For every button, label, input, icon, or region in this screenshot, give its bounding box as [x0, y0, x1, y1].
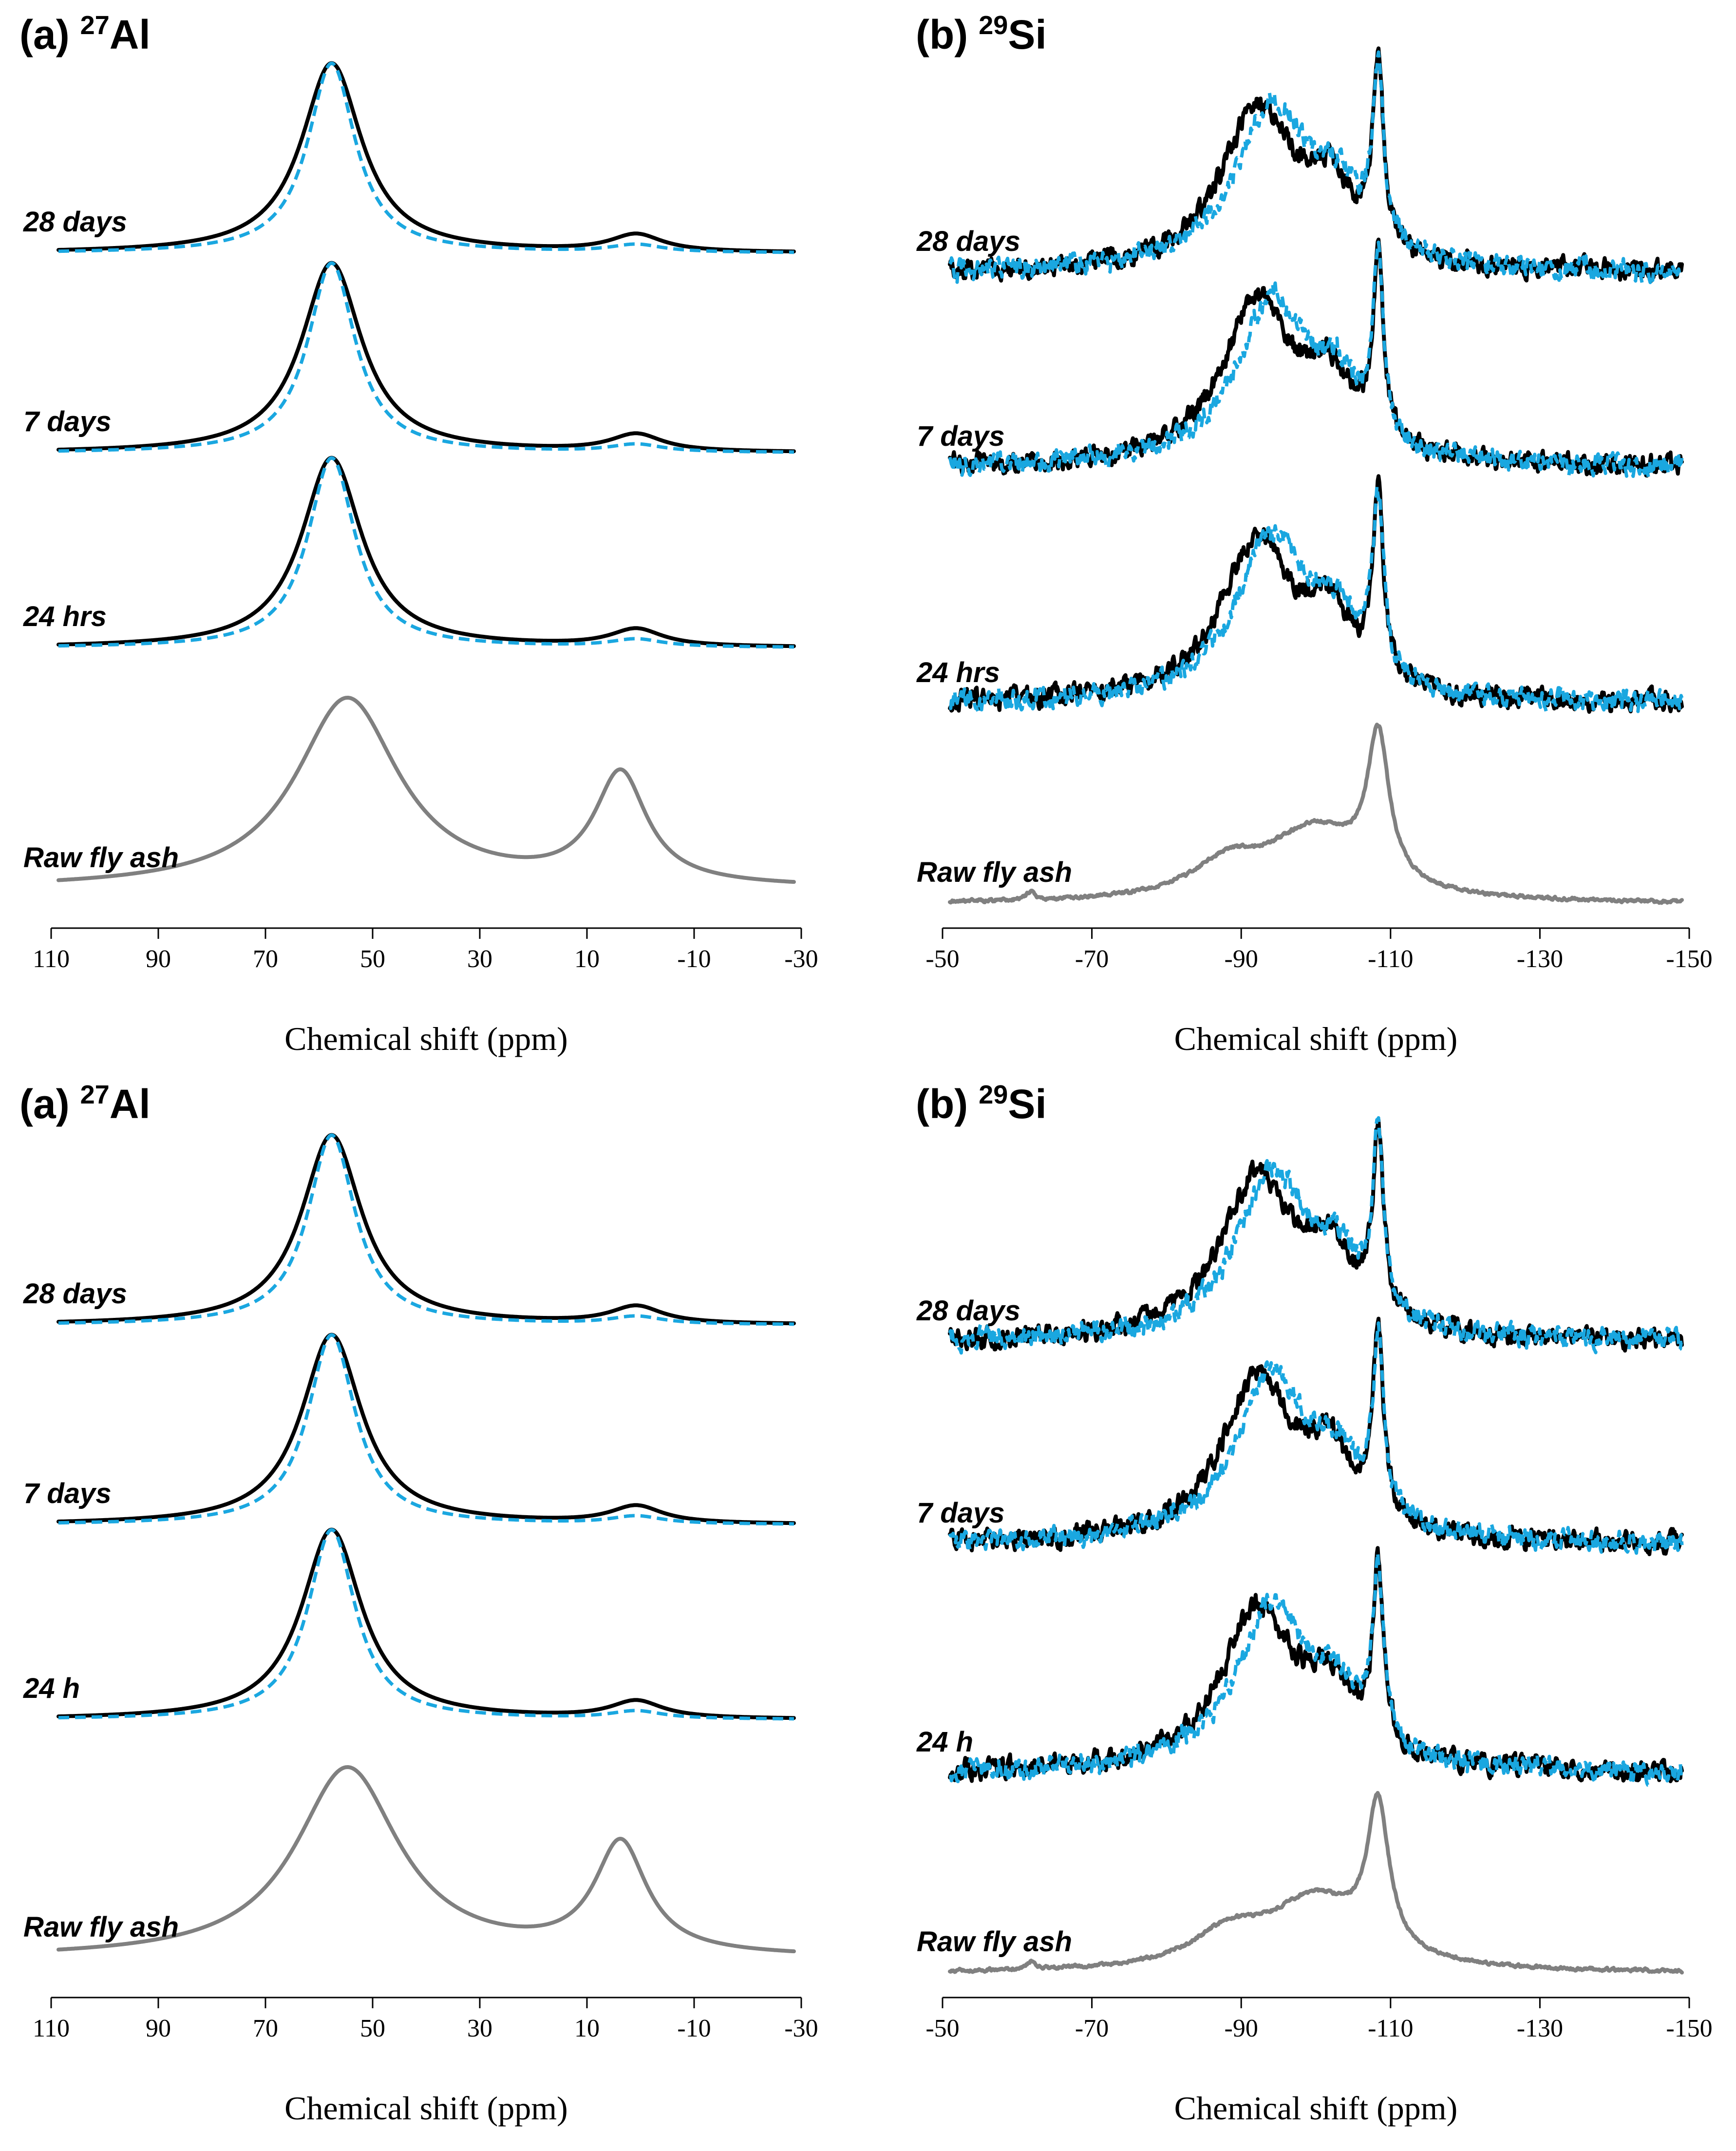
trace-label: Raw fly ash: [917, 1926, 1072, 1958]
trace-label: 7 days: [917, 420, 1005, 452]
trace-label: 28 days: [916, 226, 1020, 257]
panel-title: (b) 29Si: [916, 1080, 1047, 1127]
x-tick-label: -50: [925, 2015, 959, 2042]
x-tick-label: -50: [925, 945, 959, 973]
series-line-28-days-reference: [948, 1116, 1683, 1355]
trace-label: 7 days: [917, 1497, 1005, 1529]
x-tick-label: -110: [1368, 945, 1413, 973]
panel-title: (b) 29Si: [916, 11, 1047, 57]
x-tick-label: -90: [1225, 2015, 1258, 2042]
nucleus-symbol: Al: [110, 12, 151, 57]
panel-label: (b): [916, 12, 968, 57]
x-tick-label: 10: [574, 945, 600, 973]
trace-label: 28 days: [23, 206, 127, 238]
x-tick-label: -70: [1075, 945, 1109, 973]
series-line-24-h-reference: [948, 1551, 1684, 1787]
x-tick-label: 50: [360, 945, 385, 973]
x-tick-label: 10: [574, 2015, 600, 2042]
x-tick-label: -90: [1225, 945, 1258, 973]
x-axis-title: Chemical shift (ppm): [284, 1020, 568, 1057]
x-tick-label: -150: [1666, 2015, 1712, 2042]
nucleus-symbol: Si: [1008, 12, 1046, 57]
series-line-24-h-reference: [57, 1528, 795, 1721]
x-tick-label: -30: [784, 2015, 818, 2042]
nucleus-mass: 29: [979, 11, 1008, 40]
x-tick-label: 90: [146, 2015, 171, 2042]
series-line-28-days-measured: [57, 1133, 796, 1326]
x-tick-label: 70: [253, 2015, 278, 2042]
x-tick-label: -10: [677, 2015, 711, 2042]
nucleus-mass: 27: [80, 1080, 110, 1109]
series-line-28-days-reference: [57, 61, 795, 254]
x-tick-label: -130: [1517, 945, 1563, 973]
trace-label: 24 hrs: [23, 601, 107, 632]
trace-label: 24 h: [916, 1726, 973, 1758]
chart-panel-al-bottom: (a) 27Al 28 days 7 days 24 h Raw fly ash 110 90…: [19, 1080, 818, 2127]
nucleus-mass: 29: [979, 1080, 1008, 1109]
x-tick-label: 110: [33, 2015, 70, 2042]
x-tick-label: -150: [1666, 945, 1712, 973]
series-line-7-days-reference: [948, 1321, 1684, 1555]
series-line-24-hrs-measured: [948, 474, 1684, 714]
chart-panel-si-top: (b) 29Si 28 days 7 days 24 hrs Raw fly ash -50…: [916, 11, 1713, 1057]
series-line-24-hrs-reference: [57, 456, 795, 649]
x-axis-title: Chemical shift (ppm): [1174, 1020, 1458, 1057]
series-line-raw-fly-ash: [948, 1791, 1684, 1975]
x-tick-label: 30: [467, 945, 492, 973]
x-tick-label: -70: [1075, 2015, 1109, 2042]
series-line-raw-fly-ash: [948, 723, 1684, 905]
x-tick-label: 70: [253, 945, 278, 973]
panel-title: (a) 27Al: [19, 11, 151, 57]
trace-label: 7 days: [23, 1478, 112, 1509]
trace-label: 7 days: [23, 406, 112, 438]
trace-label: Raw fly ash: [917, 857, 1072, 888]
series-line-7-days-reference: [57, 261, 795, 454]
x-tick-label: -130: [1517, 2015, 1563, 2042]
x-axis-title: Chemical shift (ppm): [284, 2090, 568, 2127]
chart-panel-si-bottom: (b) 29Si 28 days 7 days 24 h Raw fly ash -50 -7…: [916, 1080, 1713, 2127]
nucleus-symbol: Si: [1008, 1081, 1046, 1127]
series-line-28-days-measured: [57, 61, 796, 254]
x-tick-label: -110: [1368, 2015, 1413, 2042]
series-line-28-days-reference: [57, 1133, 795, 1326]
trace-label: 28 days: [916, 1295, 1020, 1327]
series-line-24-hrs-reference: [948, 484, 1684, 714]
panel-label: (a): [19, 12, 70, 57]
x-tick-label: -10: [677, 945, 711, 973]
x-axis-title: Chemical shift (ppm): [1174, 2090, 1458, 2127]
nucleus-symbol: Al: [110, 1081, 151, 1127]
series-line-7-days-measured: [57, 261, 796, 454]
trace-label: Raw fly ash: [23, 842, 179, 874]
panel-title: (a) 27Al: [19, 1080, 151, 1127]
panel-label: (b): [916, 1081, 968, 1127]
series-line-7-days-reference: [57, 1333, 795, 1526]
series-line-raw-fly-ash: [57, 696, 796, 884]
x-tick-label: 30: [467, 2015, 492, 2042]
series-line-7-days-measured: [57, 1332, 796, 1525]
trace-label: 28 days: [23, 1278, 127, 1310]
x-tick-label: 50: [360, 2015, 385, 2042]
nucleus-mass: 27: [80, 11, 110, 40]
chart-panel-al-top: (a) 27Al 28 days 7 days 24 hrs Raw fly ash 110…: [19, 11, 818, 1057]
x-tick-label: -30: [784, 945, 818, 973]
trace-label: Raw fly ash: [23, 1911, 179, 1943]
x-tick-label: 90: [146, 945, 171, 973]
trace-label: 24 h: [23, 1673, 80, 1704]
series-line-24-hrs-measured: [57, 456, 796, 648]
trace-label: 24 hrs: [916, 657, 1000, 688]
x-tick-label: 110: [33, 945, 70, 973]
series-line-24-h-measured: [57, 1527, 796, 1720]
panel-label: (a): [19, 1081, 70, 1127]
series-line-raw-fly-ash: [57, 1765, 796, 1954]
series-line-28-days-reference: [948, 50, 1684, 285]
series-line-7-days-reference: [948, 240, 1684, 479]
